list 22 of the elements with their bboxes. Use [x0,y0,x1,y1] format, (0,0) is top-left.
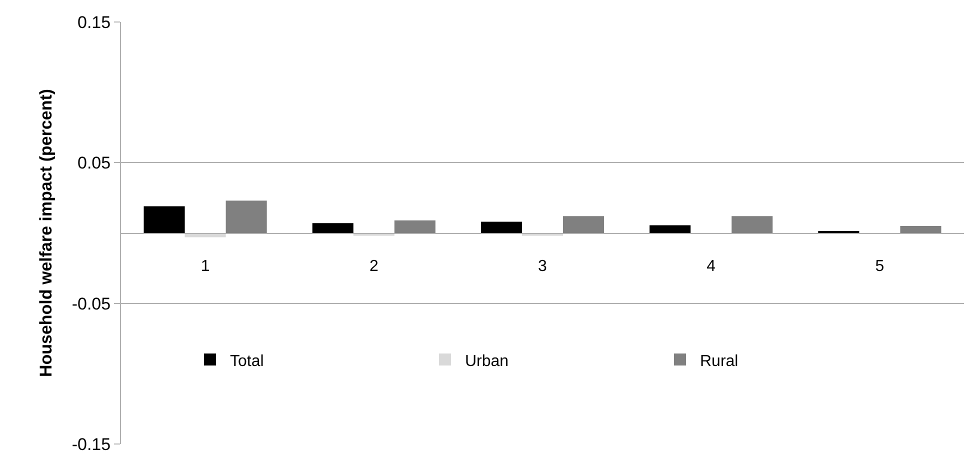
bar [563,216,604,233]
bar [226,200,267,233]
x-tick-label: 4 [706,258,716,276]
bar [394,220,436,233]
y-tick-label: -0.05 [72,294,111,314]
y-tick-label: 0.05 [78,154,111,173]
bar [732,216,773,233]
x-tick-label: 1 [200,258,210,276]
bar [144,206,185,233]
legend-label: Total [230,352,264,370]
x-tick-label: 5 [875,258,884,276]
legend-label: Urban [465,352,509,370]
bar [650,225,691,233]
bar [900,226,942,233]
x-tick-label: 2 [369,258,378,276]
y-tick-label: 0.15 [78,12,111,32]
bar [480,222,522,233]
y-tick-label: -0.15 [72,434,111,454]
bar [312,223,354,233]
y-axis-title: Household welfare impact (percent) [36,88,56,378]
x-tick-label: 3 [538,258,548,276]
legend-label: Rural [700,352,738,370]
